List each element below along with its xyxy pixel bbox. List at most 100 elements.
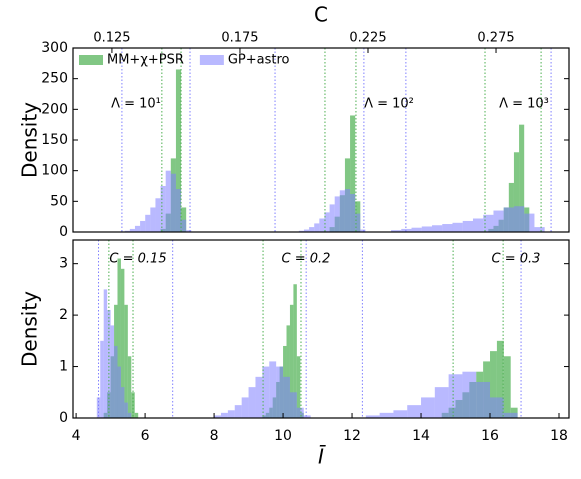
hist-bar <box>421 397 435 418</box>
hist-bar <box>421 226 433 232</box>
frame <box>72 47 570 233</box>
hist-bar <box>296 407 304 418</box>
hist-bar <box>296 356 301 418</box>
hist-bar <box>127 356 132 418</box>
hist-bar <box>503 412 518 418</box>
hist-bar <box>227 410 235 418</box>
x-tick-label: 16 <box>481 428 499 444</box>
hist-bar <box>289 304 294 418</box>
hist-bar <box>319 218 325 232</box>
hist-bar <box>165 170 171 232</box>
x-tick-label: 0.225 <box>349 31 386 46</box>
legend-swatch <box>199 55 224 65</box>
hist-bar <box>220 412 228 418</box>
hist-bar <box>96 397 101 418</box>
hist-bar <box>462 220 473 232</box>
plot-area <box>96 240 522 418</box>
y-tick-label: 2 <box>59 307 68 323</box>
hist-bar <box>117 366 121 418</box>
y-tick-label: 250 <box>41 71 68 87</box>
hist-bar <box>170 173 176 232</box>
hist-bar <box>513 206 525 232</box>
hist-bar <box>503 356 511 418</box>
hist-bar <box>503 207 514 232</box>
hist-bar <box>350 193 356 232</box>
hist-bar <box>124 402 128 418</box>
hist-bar <box>276 366 284 418</box>
hist-bar <box>114 345 118 418</box>
x-tick-label: 6 <box>141 428 150 444</box>
hist-bar <box>134 225 141 232</box>
x-tick-label: 18 <box>550 428 568 444</box>
hist-bar <box>490 397 504 418</box>
y-tick-label: 200 <box>41 101 68 117</box>
hist-bar <box>534 227 545 232</box>
hist-bar <box>175 189 182 232</box>
y-tick-label: 1 <box>59 359 68 375</box>
hist-bar <box>145 214 151 232</box>
x-tick-label: 0.175 <box>221 31 258 46</box>
hist-bar <box>241 397 249 418</box>
y-tick-label: 50 <box>50 193 68 209</box>
hist-bar <box>493 210 504 232</box>
hist-bar <box>124 230 130 232</box>
hist-bar <box>483 214 494 232</box>
hist-bar <box>442 224 453 232</box>
hist-bar <box>103 289 108 418</box>
hist-bar <box>120 268 125 418</box>
hist-bar <box>269 361 277 418</box>
hist-bar <box>298 230 304 232</box>
hist-bar <box>175 69 182 232</box>
hist-bar <box>186 230 192 232</box>
hist-bar <box>407 405 422 418</box>
hist-bar <box>255 376 263 418</box>
hist-bar <box>365 415 380 418</box>
x-tick-label: 0.125 <box>93 31 130 46</box>
hist-bar <box>124 304 128 418</box>
annotation: Λ = 10³ <box>499 97 549 112</box>
annotation: Λ = 10² <box>364 97 414 112</box>
hist-bar <box>476 381 491 418</box>
hist-bar <box>510 407 518 418</box>
y-tick-label: 300 <box>41 40 68 56</box>
annotation: C = 0.2 <box>282 252 331 267</box>
hist-bar <box>248 387 256 418</box>
x-tick-label: 10 <box>274 428 292 444</box>
hist-bar <box>472 218 484 232</box>
hist-bar <box>490 351 497 418</box>
hist-bar <box>350 115 356 232</box>
hist-bar <box>127 412 132 418</box>
legend-label: GP+astro <box>228 53 290 68</box>
hist-bar <box>140 220 146 232</box>
legend-label: MM+χ+PSR <box>107 53 184 68</box>
hist-bar <box>110 325 115 418</box>
hist-bar <box>391 230 402 232</box>
y-tick-label: 3 <box>59 256 68 272</box>
hist-bar <box>519 124 525 232</box>
hist-bar <box>100 340 104 418</box>
hist-bar <box>117 258 121 418</box>
annotation: C = 0.3 <box>492 252 541 267</box>
y-tick-label: 0 <box>59 410 68 426</box>
hist-bar <box>324 212 330 232</box>
hist-bar <box>344 189 351 232</box>
hist-bar <box>120 387 125 418</box>
y-tick-label: 100 <box>41 163 68 179</box>
hist-bar <box>329 204 335 232</box>
legend-swatch <box>79 55 103 65</box>
x-tick-label: 0.275 <box>477 31 514 46</box>
hist-bar <box>234 405 242 418</box>
hist-bar <box>286 325 290 418</box>
hist-bar <box>411 227 422 232</box>
hist-bar <box>160 186 166 232</box>
plot-area <box>121 48 552 232</box>
hist-bar <box>293 284 297 418</box>
x-tick-label: 8 <box>210 428 219 444</box>
hist-bar <box>434 387 449 418</box>
hist-bar <box>150 207 156 232</box>
hist-bar <box>355 213 361 232</box>
annotation: Λ = 10¹ <box>111 97 161 112</box>
hist-bar <box>462 371 477 418</box>
y-tick-label: 0 <box>59 224 68 240</box>
